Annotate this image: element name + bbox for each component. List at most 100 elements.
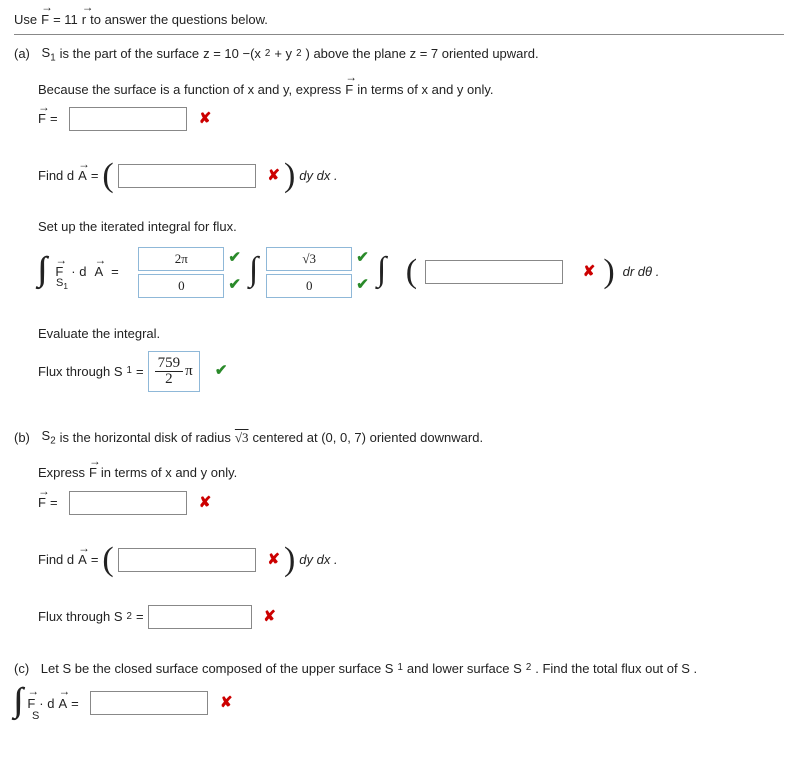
rparen-3: ) — [284, 543, 295, 577]
lparen-3: ( — [102, 543, 113, 577]
c-fda: · d — [39, 694, 54, 714]
lim-upper-1: 2π — [138, 247, 224, 271]
wrong-icon-2: ✘ — [267, 165, 280, 188]
flux-s1-sub: 1 — [127, 364, 132, 379]
part-b-label: (b) — [14, 428, 30, 448]
sq1: 2 — [265, 47, 270, 62]
c-s2-sub: 2 — [526, 661, 531, 676]
c-text-2: . Find the total flux out of S . — [535, 659, 697, 679]
a-F-input-row: F = ✘ — [38, 107, 784, 131]
b-F-eq: = — [50, 493, 58, 513]
vector-F-7: F — [27, 694, 35, 714]
plane-text: ) above the plane z = 7 oriented upward. — [306, 44, 539, 64]
vector-F-6: F — [38, 493, 46, 513]
b-flux-input[interactable] — [148, 605, 252, 629]
vector-A: A — [78, 166, 87, 186]
lparen-2: ( — [406, 255, 417, 289]
a-F-input[interactable] — [69, 107, 187, 131]
b-F-input[interactable] — [69, 491, 187, 515]
fda-dot: · d — [71, 262, 86, 282]
wrong-icon-4: ✘ — [199, 492, 212, 515]
part-a-line2: Because the surface is a function of x a… — [38, 80, 784, 100]
vector-A-3: A — [78, 550, 87, 570]
a-dydx: dy dx . — [299, 166, 337, 186]
b-express-row: Express F in terms of x and y only. — [38, 463, 784, 483]
fda-eq: = — [111, 262, 119, 282]
wrong-icon: ✘ — [199, 108, 212, 131]
b-flux-label: Flux through S — [38, 607, 123, 627]
right-icon-2: ✔ — [228, 274, 241, 297]
a-setup-label: Set up the iterated integral for flux. — [38, 217, 784, 237]
intro-use: Use — [14, 10, 37, 30]
b-express: Express — [38, 463, 85, 483]
a-line2-pre: Because the surface is a function of x a… — [38, 80, 341, 100]
part-c-label: (c) — [14, 659, 29, 679]
b-dA-row: Find dA = ( ✘ ) dy dx . — [38, 543, 784, 577]
c-integral-row: ∫∫ S F · d A = ✘ — [14, 684, 784, 722]
integral-s: ∫∫ S — [14, 684, 23, 722]
rparen-2: ) — [603, 255, 614, 289]
a-text-1: is the part of the surface — [60, 44, 199, 64]
vector-F-5: F — [89, 463, 97, 483]
int-sym-1: ∫ — [249, 253, 258, 291]
z-eq: z = 10 −(x — [203, 44, 261, 64]
b-flux-sub: 2 — [127, 610, 132, 625]
right-icon: ✔ — [228, 247, 241, 270]
vector-F-3: F — [38, 109, 46, 129]
b-eqparen: = — [91, 550, 99, 570]
part-a-label: (a) — [14, 44, 30, 64]
vector-A-4: A — [58, 694, 67, 714]
flux-pi: π — [185, 360, 193, 383]
a-dA-row: Find dA = ( ✘ ) dy dx . — [38, 159, 784, 193]
a-iterated-row: ∫∫ S1 F · dA = 2π✔ 0✔ ∫ √3✔ 0✔ ∫ ( ✘ ) d… — [38, 247, 784, 298]
b-find: Find d — [38, 550, 74, 570]
b-sqrt3: √3 — [235, 428, 249, 448]
vector-F: F — [41, 10, 49, 30]
integral-s1: ∫∫ S1 — [38, 253, 47, 291]
rparen: ) — [284, 159, 295, 193]
b-express-suf: in terms of x and y only. — [101, 463, 237, 483]
int-sym-2: ∫ — [377, 253, 386, 291]
right-icon-4: ✔ — [356, 274, 369, 297]
wrong-icon-5: ✘ — [267, 549, 280, 572]
s2-sym: S2 — [42, 426, 56, 449]
vector-F-2: F — [345, 80, 353, 100]
c-text-mid: and lower surface S — [407, 659, 522, 679]
a-flux-row: Flux through S 1 = 759 2 π ✔ — [38, 351, 784, 392]
lim-lower-1: 0 — [138, 274, 224, 298]
wrong-icon-7: ✘ — [220, 692, 233, 715]
right-icon-5: ✔ — [215, 360, 228, 383]
vector-A-2: A — [94, 262, 103, 282]
a-F-eq: = — [50, 109, 58, 129]
lim-lower-2: 0 — [266, 274, 352, 298]
drde: dr dθ . — [623, 262, 660, 282]
part-b-line1: (b) S2 is the horizontal disk of radius … — [14, 426, 784, 449]
wrong-icon-3: ✘ — [583, 261, 596, 284]
b-dydx: dy dx . — [299, 550, 337, 570]
intro-eq: = 11 — [53, 10, 78, 30]
flux-eq: = — [136, 362, 144, 382]
a-eqparen: = — [91, 166, 99, 186]
b-flux-eq: = — [136, 607, 144, 627]
b-F-input-row: F = ✘ — [38, 491, 784, 515]
flux-fraction: 759 2 — [155, 356, 184, 387]
flux-label: Flux through S — [38, 362, 123, 382]
intro-line: Use F = 11r to answer the questions belo… — [14, 10, 784, 30]
vector-F-4: F — [55, 262, 63, 282]
c-s1-sub: 1 — [397, 661, 402, 676]
lim-upper-2: √3 — [266, 247, 352, 271]
c-flux-input[interactable] — [90, 691, 208, 715]
part-a-line1: (a) S1 is the part of the surface z = 10… — [14, 43, 784, 66]
b-text-pre: is the horizontal disk of radius — [60, 428, 231, 448]
a-find: Find d — [38, 166, 74, 186]
a-dA-input[interactable] — [118, 164, 256, 188]
b-flux-row: Flux through S2 = ✘ — [38, 605, 784, 629]
c-eq: = — [71, 694, 79, 714]
a-integrand-input[interactable] — [425, 260, 563, 284]
b-dA-input[interactable] — [118, 548, 256, 572]
outer-int-limits: 2π✔ 0✔ — [138, 247, 241, 298]
c-text-1: Let S be the closed surface composed of … — [41, 659, 394, 679]
lparen: ( — [102, 159, 113, 193]
s1-sym: S1 — [42, 43, 56, 66]
divider — [14, 34, 784, 35]
